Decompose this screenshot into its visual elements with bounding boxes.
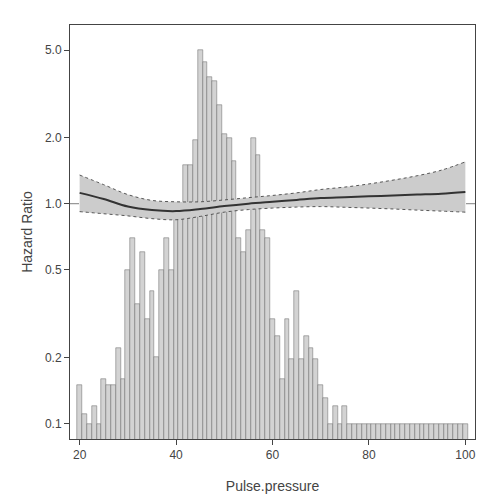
- svg-text:0.5: 0.5: [45, 263, 62, 277]
- svg-text:100: 100: [455, 448, 475, 462]
- svg-text:40: 40: [169, 448, 183, 462]
- svg-text:20: 20: [73, 448, 87, 462]
- svg-text:2.0: 2.0: [45, 131, 62, 145]
- svg-text:1.0: 1.0: [45, 197, 62, 211]
- svg-text:0.1: 0.1: [45, 417, 62, 431]
- svg-text:0.2: 0.2: [45, 351, 62, 365]
- svg-text:80: 80: [362, 448, 376, 462]
- svg-text:Hazard Ratio: Hazard Ratio: [19, 191, 35, 273]
- svg-text:Pulse.pressure: Pulse.pressure: [226, 478, 320, 494]
- svg-text:60: 60: [266, 448, 280, 462]
- svg-text:5.0: 5.0: [45, 43, 62, 57]
